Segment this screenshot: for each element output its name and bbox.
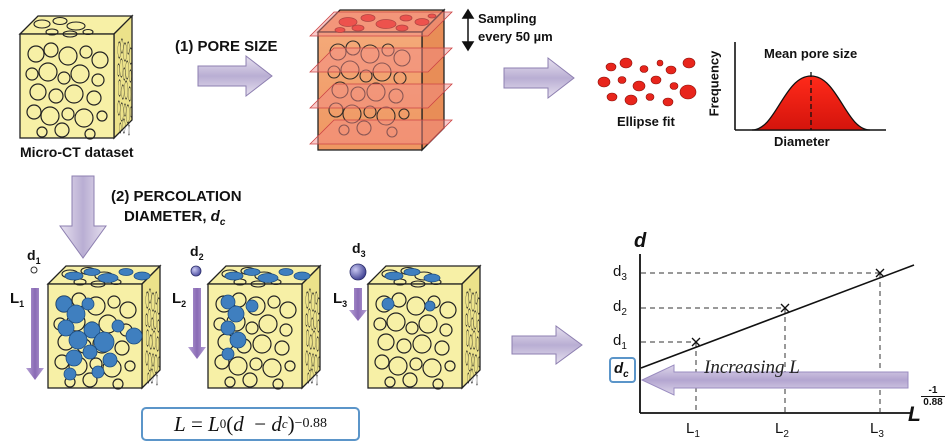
pore-size-distribution (734, 42, 886, 131)
diameter-axis-label: Diameter (774, 134, 830, 149)
plot-x-axis-label: L (908, 403, 921, 426)
percolation-formula: L = L 0(d − d c) −0.88 (141, 407, 360, 441)
percolation-cube-2 (208, 266, 320, 389)
ellipse-fit-label: Ellipse fit (617, 114, 675, 129)
probe-label-d2: d2 (190, 243, 204, 262)
x-tick-L1: L1 (686, 420, 700, 440)
micro-ct-label: Micro-CT dataset (20, 144, 134, 160)
x-tick-L3: L3 (870, 420, 884, 440)
arrow-to-plot (511, 325, 583, 365)
sampling-interval-arrow (461, 8, 475, 52)
sampling-cube (309, 8, 453, 152)
probe-label-d1: d1 (27, 247, 41, 266)
depth-label-L1: L1 (10, 290, 25, 309)
depth-label-L3: L3 (333, 290, 348, 309)
probe-sphere-d2 (190, 265, 202, 277)
arrow-pore-size (197, 54, 273, 98)
step-pore-size-label: (1) PORE SIZE (175, 38, 278, 55)
depth-arrow-2 (188, 288, 206, 359)
probe-sphere-d3 (349, 263, 367, 281)
arrow-percolation (59, 175, 107, 259)
fit-line (640, 264, 915, 369)
data-point-3 (875, 268, 885, 278)
percolation-plot (609, 254, 915, 414)
depth-label-L2: L2 (172, 290, 187, 309)
depth-arrow-1 (26, 288, 44, 380)
data-point-1 (691, 337, 701, 347)
plot-y-axis-label: d (634, 230, 647, 252)
y-tick-d3: d3 (613, 263, 627, 283)
y-tick-d2: d2 (613, 298, 627, 318)
sampling-label-line2: every 50 µm (478, 29, 553, 44)
y-tick-d1: d1 (613, 332, 627, 352)
x-axis-exponent: -1 0.88 (921, 385, 945, 408)
dc-label: dc (614, 360, 629, 380)
dc-box (609, 357, 636, 383)
micro-ct-cube (20, 16, 132, 139)
percolation-cube-3 (368, 266, 480, 389)
data-point-2 (780, 303, 790, 313)
increasing-L-arrow (640, 364, 909, 396)
step-percolation-line2: DIAMETER, dc (124, 208, 226, 228)
probe-sphere-d1 (30, 266, 38, 274)
mean-pore-size-label: Mean pore size (764, 46, 858, 61)
step-percolation-line1: (2) PERCOLATION (111, 188, 242, 205)
sampling-label-line1: Sampling (478, 11, 537, 26)
arrow-ellipse-fit (503, 56, 575, 100)
percolation-cube-1 (48, 266, 160, 389)
depth-arrow-3 (349, 288, 367, 321)
frequency-axis-label: Frequency (706, 50, 722, 117)
increasing-L-text: Increasing L (704, 357, 800, 378)
x-tick-L2: L2 (775, 420, 789, 440)
probe-label-d3: d3 (352, 240, 366, 259)
ellipse-fit-dots (597, 57, 697, 107)
